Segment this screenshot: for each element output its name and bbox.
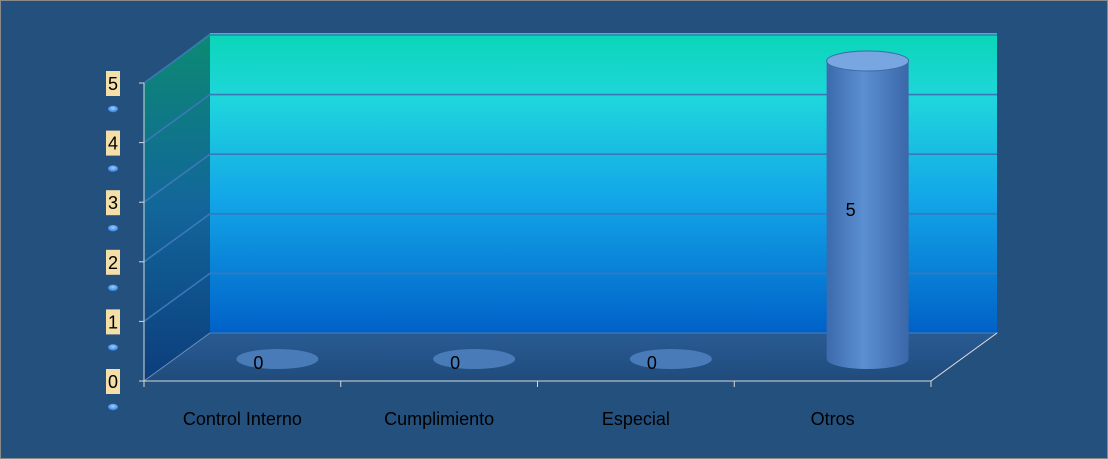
y-tick-label: 4 [108,134,118,154]
x-tick-label: Otros [811,409,855,429]
data-label: 0 [450,353,460,373]
tick-bead [108,165,118,172]
y-tick-label-bg [106,249,120,275]
gridline [143,213,997,263]
bar [236,349,319,369]
data-label: 5 [846,200,856,220]
data-label: 0 [647,353,657,373]
tick-bead [108,284,118,291]
bar [629,349,712,369]
tick-bead [108,403,118,411]
y-axis-ticks: 0 1 2 3 4 5 [106,71,145,411]
gridline [143,153,997,203]
x-axis [143,332,998,387]
y-tick-label: 0 [108,372,118,392]
floor-edge [930,332,998,382]
y-tick-label: 1 [108,312,118,332]
x-tick-label: Control Interno [183,409,302,429]
tick-bead [108,225,118,232]
y-tick-label: 3 [108,193,118,213]
y-tick-label: 5 [108,74,118,94]
bar [826,61,909,369]
side-wall [144,33,210,381]
bar-top [826,50,910,72]
tick-bead [108,105,118,113]
gridline [143,34,997,84]
back-wall [210,33,997,333]
data-label: 0 [253,353,263,373]
gridline [143,272,997,323]
x-tick-label: Cumplimiento [384,409,494,429]
data-labels: 0 0 0 5 [253,200,855,373]
bars [236,50,910,369]
gridline [143,93,997,144]
tick-bead [108,344,118,351]
y-tick-label-bg [106,71,120,96]
y-tick-label: 2 [108,253,118,273]
y-tick-label-bg [106,369,120,394]
x-tick-labels: Control Interno Cumplimiento Especial Otros [183,409,855,429]
y-tick-label-bg [106,190,120,216]
x-tick-label: Especial [602,409,670,429]
bar [433,349,516,369]
y-tick-label-bg [106,309,120,335]
y-tick-label-bg [106,130,120,156]
